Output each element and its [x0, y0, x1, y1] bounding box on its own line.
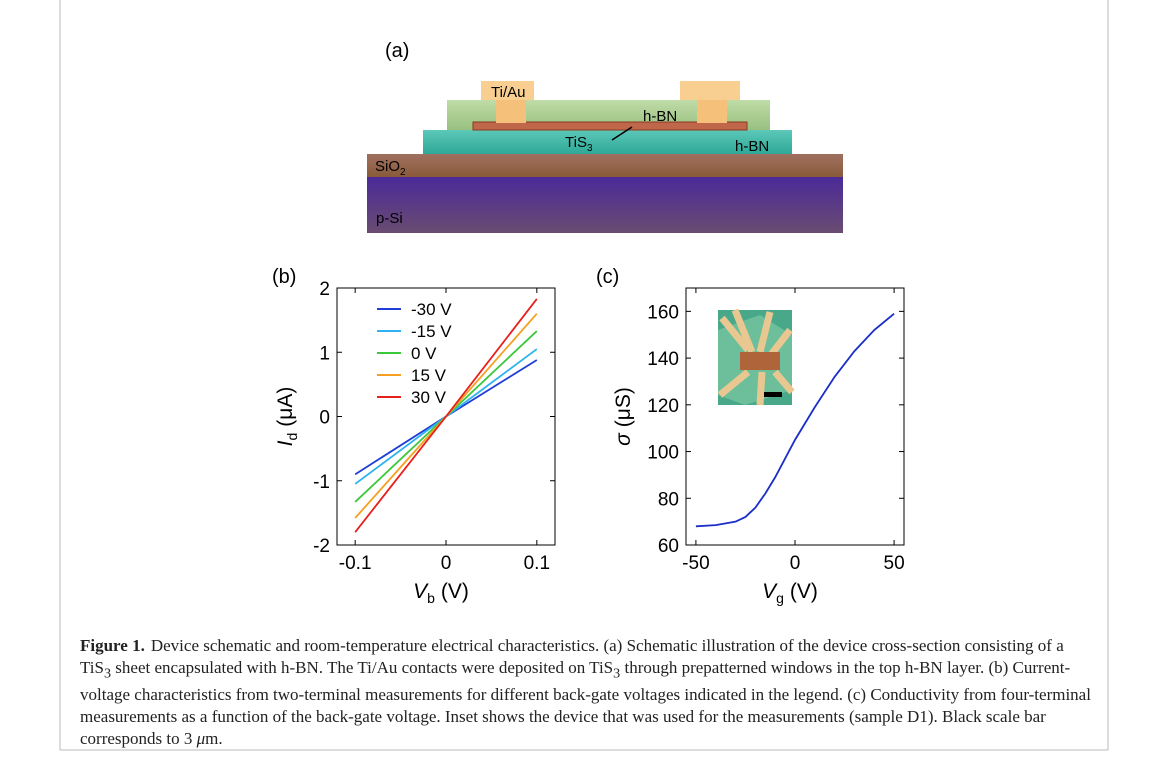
y-tick-label: -1	[313, 472, 330, 493]
y-axis-label: σ (μS)	[612, 387, 635, 446]
x-tick-label: 0	[441, 553, 452, 574]
y-tick-label: 0	[319, 408, 330, 429]
y-tick-label: 160	[647, 302, 679, 323]
y-tick-label: 80	[658, 489, 679, 510]
x-axis-label: Vb(V)	[413, 580, 469, 606]
y-axis-label: (μA)	[274, 387, 297, 427]
caption: Figure 1.Device schematic and room-tempe…	[80, 635, 1095, 750]
caption-text: μ	[197, 729, 206, 748]
legend-label: -15 V	[411, 322, 452, 341]
y-axis-label: (μS)	[612, 387, 635, 427]
x-tick-label: 0.1	[524, 553, 550, 574]
layer-label: Ti/Au	[491, 84, 525, 101]
x-axis-label: (V)	[441, 580, 469, 603]
caption-text: 3	[104, 665, 111, 681]
legend-label: 0 V	[411, 344, 437, 363]
y-axis-label: σ	[612, 432, 635, 446]
legend-label: 30 V	[411, 388, 447, 407]
panel-label: (a)	[385, 40, 409, 62]
x-axis-label: Vg(V)	[762, 580, 818, 606]
substrate-layer	[367, 177, 843, 233]
y-axis-label: Id(μA)	[274, 387, 300, 447]
caption-text: sheet encapsulated with h-BN. The Ti/Au …	[111, 658, 613, 677]
oxide-layer	[367, 154, 843, 177]
layer-label: p-Si	[376, 210, 403, 227]
layer-label: h-BN	[735, 138, 769, 155]
x-tick-label: -50	[682, 553, 709, 574]
photo-lead	[760, 372, 762, 405]
y-axis-label: d	[284, 433, 300, 441]
x-axis-label: b	[427, 590, 435, 606]
y-tick-label: 2	[319, 279, 330, 300]
page: (a) Ti/Au h-BN TiS3 h-BN SiO2 p-Si (b) -0…	[0, 0, 1168, 758]
y-tick-label: -2	[313, 536, 330, 557]
x-tick-label: 50	[884, 553, 905, 574]
layer-label: h-BN	[643, 108, 677, 125]
x-axis-label: (V)	[790, 580, 818, 603]
photo-flake	[740, 352, 780, 370]
schematic: (a) Ti/Au h-BN TiS3 h-BN SiO2 p-Si	[367, 40, 843, 233]
channel-layer	[473, 122, 747, 130]
y-tick-label: 60	[658, 536, 679, 557]
panel-label: (c)	[596, 266, 619, 288]
contact	[680, 81, 740, 100]
y-tick-label: 140	[647, 349, 679, 370]
legend-label: -30 V	[411, 300, 452, 319]
inset-photo	[718, 310, 792, 405]
legend-label: 15 V	[411, 366, 447, 385]
x-axis-label: g	[776, 590, 784, 606]
caption-label: Figure 1.	[80, 636, 145, 655]
y-tick-label: 120	[647, 396, 679, 417]
y-tick-label: 1	[319, 343, 330, 364]
caption-text: m.	[205, 729, 222, 748]
y-tick-label: 100	[647, 443, 679, 464]
scale-bar	[764, 392, 782, 397]
x-tick-label: -0.1	[339, 553, 372, 574]
x-tick-label: 0	[790, 553, 801, 574]
panel-label: (b)	[272, 266, 296, 288]
